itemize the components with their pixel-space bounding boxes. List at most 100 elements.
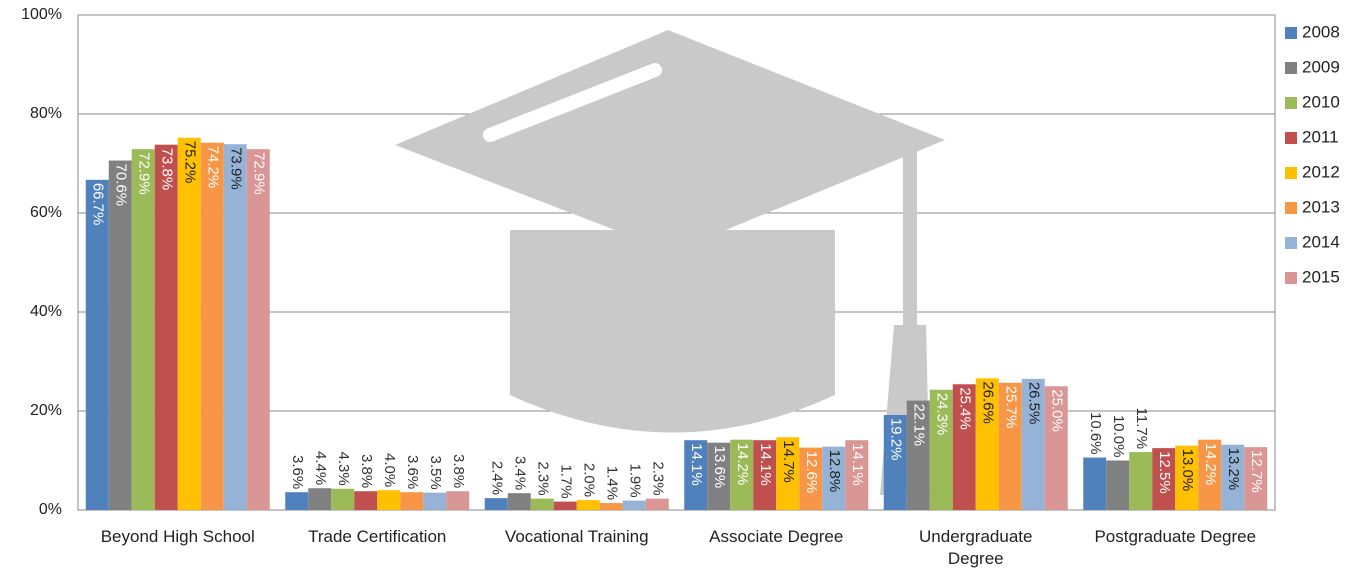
bar — [1083, 457, 1107, 510]
value-label: 14.7% — [780, 440, 797, 483]
x-tick-label: Postgraduate Degree — [1094, 527, 1257, 546]
y-tick-label: 0% — [39, 501, 62, 518]
bar — [929, 389, 953, 510]
x-tick-label: Vocational Training — [504, 527, 649, 546]
plot-frame — [77, 14, 1276, 511]
bar — [108, 160, 132, 510]
bar — [1152, 448, 1176, 510]
bar — [484, 498, 508, 510]
x-tick-label: Beyond High School — [100, 527, 255, 546]
value-label: 3.4% — [511, 456, 528, 490]
bar — [1129, 452, 1153, 510]
bar — [975, 378, 999, 510]
bar — [707, 442, 731, 510]
x-tick-label: Undergraduate Degree — [919, 527, 1033, 568]
value-label: 13.0% — [1179, 449, 1196, 492]
bar — [308, 488, 332, 510]
cap-bowl — [510, 230, 835, 433]
bar — [730, 439, 754, 510]
value-label: 13.6% — [711, 446, 728, 489]
value-label: 3.8% — [358, 454, 375, 488]
value-label: 3.8% — [450, 454, 467, 488]
bar — [753, 440, 777, 510]
value-label: 14.1% — [757, 443, 774, 486]
bar — [331, 488, 355, 510]
legend-swatch — [1285, 237, 1297, 249]
value-label: 25.4% — [956, 387, 973, 430]
bar — [684, 440, 708, 510]
bar — [154, 144, 178, 510]
legend-label: 2008 — [1302, 22, 1340, 41]
cap-icon — [395, 30, 945, 495]
bar — [400, 492, 424, 510]
legend-swatch — [1285, 167, 1297, 179]
bar — [377, 490, 401, 510]
value-label: 75.2% — [181, 141, 198, 184]
y-tick-label: 60% — [30, 204, 62, 221]
bar — [354, 491, 378, 510]
value-label: 73.8% — [158, 148, 175, 191]
legend-label: 2011 — [1302, 127, 1339, 146]
value-label: 1.7% — [557, 464, 574, 498]
cap-strap — [903, 150, 917, 330]
legend-label: 2015 — [1302, 267, 1340, 286]
bar — [799, 447, 823, 510]
bar — [246, 149, 270, 510]
legend-label: 2009 — [1302, 57, 1340, 76]
value-label: 1.4% — [603, 466, 620, 500]
bar — [131, 149, 155, 510]
bar — [1021, 378, 1045, 510]
legend-label: 2014 — [1302, 232, 1340, 251]
value-label: 72.9% — [135, 152, 152, 195]
value-label: 14.2% — [734, 443, 751, 486]
value-label: 12.5% — [1156, 451, 1173, 494]
bar — [85, 179, 109, 510]
legend-label: 2010 — [1302, 92, 1340, 111]
bar — [952, 384, 976, 510]
legend-swatch — [1285, 27, 1297, 39]
legend-swatch — [1285, 132, 1297, 144]
bar — [576, 500, 600, 510]
x-tick-label: Associate Degree — [709, 527, 844, 546]
value-label: 4.0% — [381, 453, 398, 487]
bar — [1244, 447, 1268, 510]
bar — [776, 437, 800, 510]
value-label: 10.0% — [1110, 415, 1127, 458]
value-label: 2.3% — [534, 461, 551, 495]
bar — [553, 501, 577, 510]
legend-label: 2013 — [1302, 197, 1340, 216]
value-label: 70.6% — [112, 164, 129, 207]
value-label: 72.9% — [250, 152, 267, 195]
value-label: 22.1% — [910, 404, 927, 447]
value-label: 13.2% — [1225, 448, 1242, 491]
bar — [285, 492, 309, 510]
bar — [822, 446, 846, 510]
bar — [1106, 460, 1130, 510]
value-label: 3.6% — [404, 455, 421, 489]
y-tick-label: 80% — [30, 105, 62, 122]
value-label: 24.3% — [933, 393, 950, 436]
value-label: 4.4% — [312, 451, 329, 485]
value-label: 26.5% — [1025, 382, 1042, 425]
bar — [1221, 444, 1245, 510]
value-label: 2.0% — [580, 463, 597, 497]
value-label: 2.4% — [488, 461, 505, 495]
value-label: 14.1% — [688, 443, 705, 486]
value-label: 3.5% — [427, 455, 444, 489]
value-label: 12.6% — [803, 451, 820, 494]
value-label: 74.2% — [204, 146, 221, 189]
value-label: 19.2% — [887, 418, 904, 461]
bar — [645, 498, 669, 510]
bar — [622, 500, 646, 510]
bar — [200, 142, 224, 510]
value-label: 12.8% — [826, 450, 843, 493]
value-label: 1.9% — [626, 463, 643, 497]
x-tick-label: Trade Certification — [308, 527, 447, 546]
cap-board — [395, 30, 945, 252]
legend-swatch — [1285, 202, 1297, 214]
bar — [423, 492, 447, 510]
value-label: 25.7% — [1002, 386, 1019, 429]
value-label: 2.3% — [649, 461, 666, 495]
bar — [507, 493, 531, 510]
